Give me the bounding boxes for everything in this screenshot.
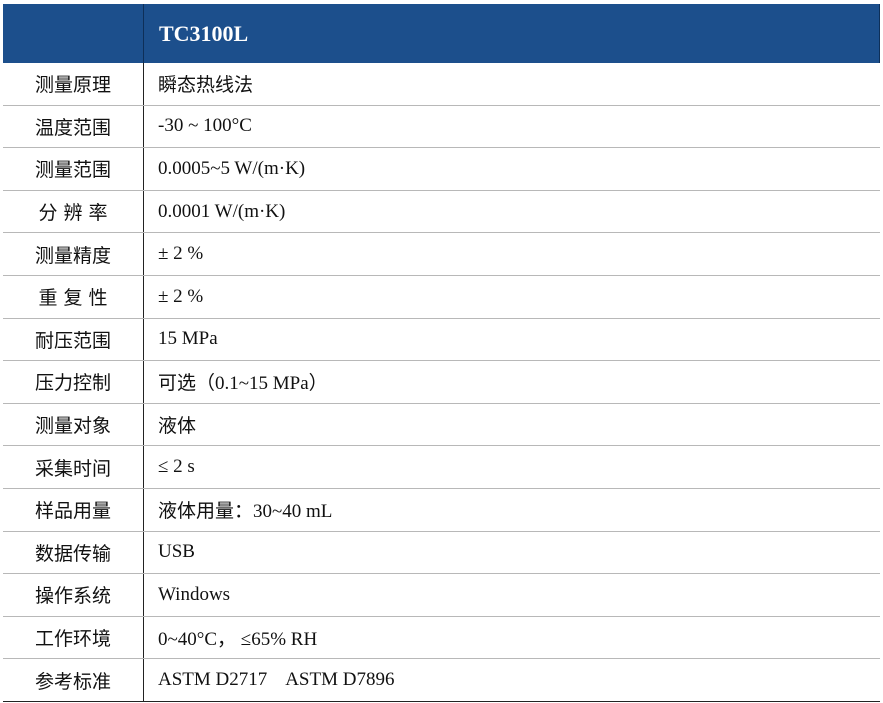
spec-row: 工作环境 0~40°C， ≤65% RH [3,616,880,660]
spec-row: 测量原理 瞬态热线法 [3,63,880,106]
header-corner [3,4,144,63]
spec-row: 耐压范围 15 MPa [3,318,880,362]
spec-value: 0~40°C， ≤65% RH [143,616,880,660]
spec-value: 可选（0.1~15 MPa） [143,360,880,404]
spec-row: 分 辨 率 0.0001 W/(m·K) [3,190,880,234]
spec-label: 操作系统 [3,573,144,617]
spec-value: 0.0001 W/(m·K) [143,190,880,234]
spec-label: 样品用量 [3,488,144,532]
spec-label: 数据传输 [3,531,144,575]
spec-row: 操作系统 Windows [3,573,880,617]
spec-label: 采集时间 [3,445,144,489]
spec-label: 耐压范围 [3,318,144,362]
spec-label: 分 辨 率 [3,190,144,234]
spec-value: Windows [143,573,880,617]
spec-value: 瞬态热线法 [143,63,880,106]
spec-label: 测量原理 [3,63,144,106]
spec-value: -30 ~ 100°C [143,105,880,149]
spec-row: 样品用量 液体用量：30~40 mL [3,488,880,532]
spec-label: 温度范围 [3,105,144,149]
spec-row: 测量精度 ± 2 % [3,232,880,276]
spec-row: 参考标准 ASTM D2717 ASTM D7896 [3,658,880,702]
spec-label: 测量范围 [3,147,144,191]
spec-row: 压力控制 可选（0.1~15 MPa） [3,360,880,404]
spec-value: 0.0005~5 W/(m·K) [143,147,880,191]
spec-label: 重 复 性 [3,275,144,319]
spec-label: 工作环境 [3,616,144,660]
spec-row: 测量范围 0.0005~5 W/(m·K) [3,147,880,191]
spec-row: 数据传输 USB [3,531,880,575]
table-body: 测量原理 瞬态热线法 温度范围 -30 ~ 100°C 测量范围 0.0005~5 W/(… [3,63,880,702]
spec-label: 压力控制 [3,360,144,404]
spec-value: 液体用量：30~40 mL [143,488,880,532]
spec-row: 温度范围 -30 ~ 100°C [3,105,880,149]
spec-value: 液体 [143,403,880,447]
spec-value: ≤ 2 s [143,445,880,489]
spec-value: ± 2 % [143,275,880,319]
spec-row: 重 复 性 ± 2 % [3,275,880,319]
spec-value: ASTM D2717 ASTM D7896 [143,658,880,702]
model-header: TC3100L [143,4,880,63]
spec-table: TC3100L 测量原理 瞬态热线法 温度范围 -30 ~ 100°C 测量范围 0.00… [3,4,880,702]
spec-value: ± 2 % [143,232,880,276]
spec-value: 15 MPa [143,318,880,362]
header-row: TC3100L [3,4,880,63]
spec-value: USB [143,531,880,575]
spec-label: 参考标准 [3,658,144,702]
spec-row: 测量对象 液体 [3,403,880,447]
spec-label: 测量对象 [3,403,144,447]
spec-row: 采集时间 ≤ 2 s [3,445,880,489]
spec-label: 测量精度 [3,232,144,276]
